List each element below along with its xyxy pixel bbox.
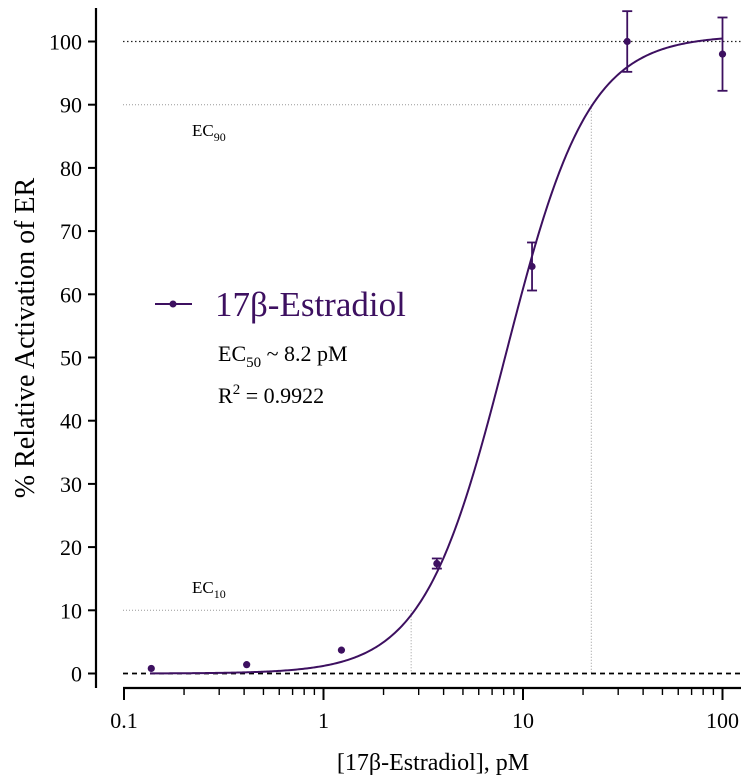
x-tick-label: 100 [706,708,739,733]
y-tick-label: 0 [71,662,82,687]
ec50-label: EC [218,341,246,366]
ec10-subscript: 10 [214,587,226,601]
legend: 17β-Estradiol [155,285,406,324]
r2-label: R [218,383,233,408]
data-point [433,559,441,568]
y-tick-label: 90 [60,93,82,118]
data-point [337,646,346,654]
y-tick-label: 20 [60,535,82,560]
axes [94,8,741,690]
y-tick-label: 10 [60,598,82,623]
y-tick-label: 60 [60,282,82,307]
y-tick-label: 30 [60,472,82,497]
ec50-annotation: EC50 ~ 8.2 pM [218,341,348,371]
ec90-label: EC [192,121,214,140]
x-axis-label: [17β-Estradiol], pM [337,750,529,776]
y-tick-label: 70 [60,219,82,244]
ec90-subscript: 90 [214,130,226,144]
data-points-layer [147,10,728,673]
r2-value: = 0.9922 [240,383,324,408]
ec50-subscript: 50 [246,355,261,371]
legend-label: 17β-Estradiol [215,285,406,324]
r2-annotation: R2 = 0.9922 [218,382,324,408]
data-point [528,262,536,271]
y-tick-label: 50 [60,346,82,371]
y-axis-label: % Relative Activation of ER [10,177,41,498]
ec50-value: ~ 8.2 pM [261,341,347,366]
y-tick-label: 100 [49,30,82,55]
data-point [718,50,727,58]
ec10-label: EC [192,578,214,597]
ec90-annotation: EC90 [192,121,226,144]
data-point [147,664,155,673]
ticks: 0 10 20 30 40 50 60 70 80 90 100 0.1 1 10 100 [49,30,739,734]
ec10-annotation: EC10 [192,578,226,601]
data-point [243,661,251,669]
y-tick-label: 80 [60,156,82,181]
r2-superscript: 2 [233,382,241,398]
reference-lines [123,40,741,675]
legend-marker [169,300,177,308]
data-point [623,37,631,46]
y-tick-label: 40 [60,409,82,434]
x-tick-label: 0.1 [110,708,138,733]
x-tick-label: 1 [318,708,329,733]
x-tick-label: 10 [512,708,534,733]
